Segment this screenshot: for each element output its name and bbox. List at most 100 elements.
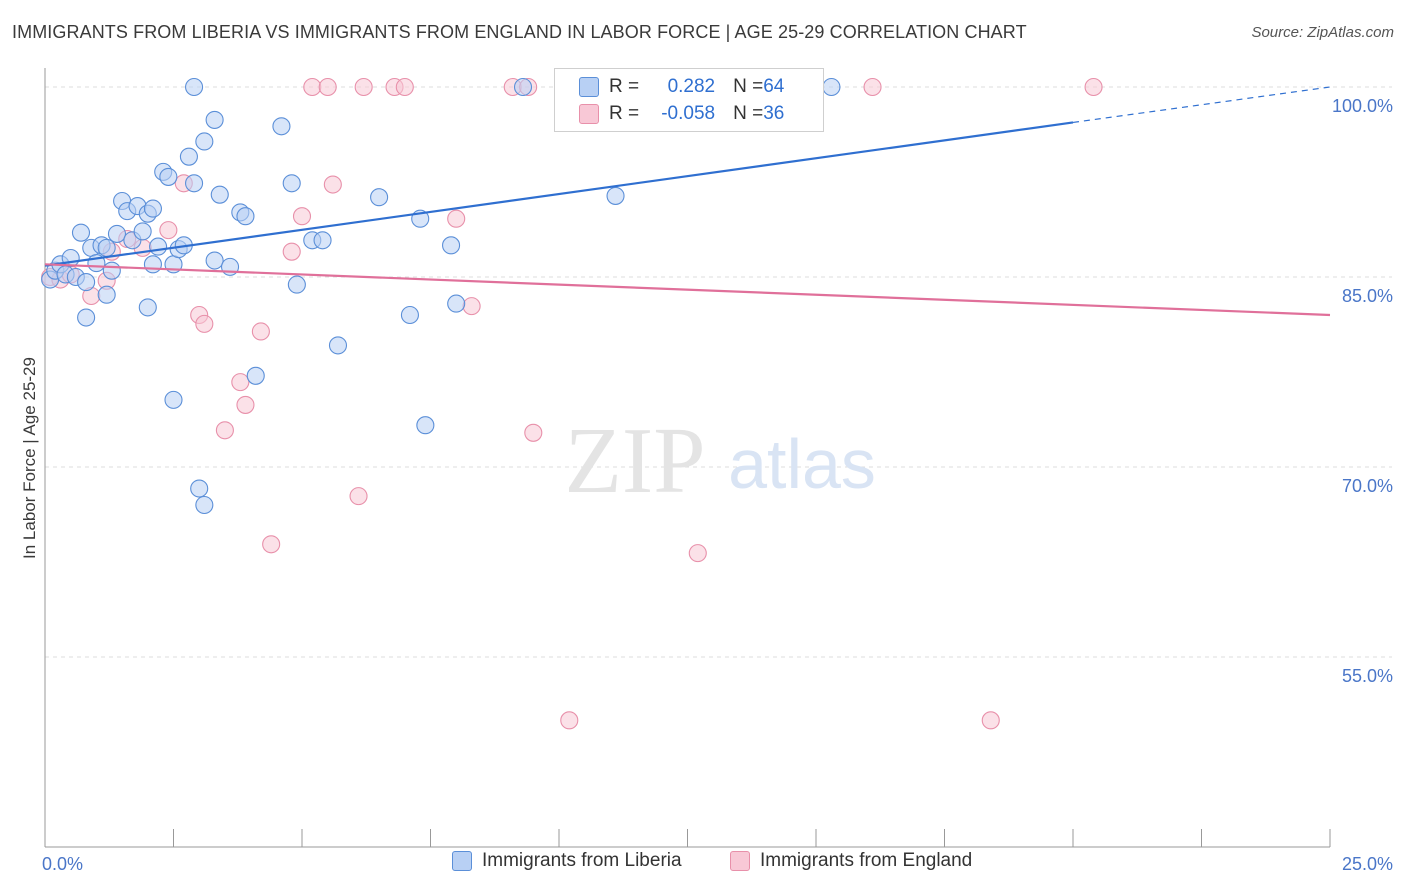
data-point bbox=[400, 305, 419, 325]
data-point bbox=[149, 237, 168, 256]
data-point bbox=[215, 421, 234, 440]
data-point bbox=[133, 222, 152, 241]
stats-n-label: N = bbox=[733, 103, 764, 124]
data-point bbox=[246, 366, 265, 385]
data-point bbox=[97, 238, 116, 257]
data-point bbox=[524, 423, 543, 442]
data-point bbox=[179, 147, 198, 166]
data-point bbox=[185, 174, 204, 193]
legend-swatch-england bbox=[730, 851, 750, 871]
data-point bbox=[292, 207, 312, 226]
stats-r-value: -0.058 bbox=[661, 103, 716, 124]
data-point bbox=[205, 110, 224, 129]
data-point bbox=[138, 298, 157, 317]
data-point bbox=[236, 395, 255, 414]
data-point bbox=[195, 314, 214, 333]
watermark-zip: ZIP bbox=[565, 409, 706, 513]
data-point bbox=[462, 297, 481, 316]
watermark-atlas: atlas bbox=[728, 425, 876, 503]
y-tick-label: 55.0% bbox=[1342, 666, 1393, 686]
trend-line-england bbox=[44, 263, 1331, 317]
data-point bbox=[282, 242, 301, 261]
data-point bbox=[328, 336, 348, 355]
stats-row-england: R = -0.058 N = 36 bbox=[555, 101, 784, 127]
data-point bbox=[71, 223, 91, 242]
y-tick-label: 70.0% bbox=[1342, 476, 1393, 496]
data-point bbox=[863, 77, 882, 97]
stats-swatch-england bbox=[579, 104, 599, 124]
y-axis-label: In Labor Force | Age 25-29 bbox=[20, 357, 39, 559]
data-point bbox=[77, 273, 96, 292]
data-point bbox=[251, 322, 270, 341]
legend-label-liberia: Immigrants from Liberia bbox=[482, 850, 682, 871]
data-point bbox=[323, 175, 342, 194]
data-point bbox=[190, 479, 209, 498]
data-point bbox=[210, 185, 229, 204]
stats-n-value: 36 bbox=[763, 103, 785, 124]
trend-line-liberia bbox=[44, 121, 1074, 267]
data-point bbox=[513, 77, 533, 97]
data-point bbox=[560, 711, 579, 730]
data-point bbox=[159, 221, 178, 240]
legend-swatch-liberia bbox=[452, 851, 472, 871]
x-tick-label: 0.0% bbox=[42, 854, 83, 874]
stats-r-value: 0.282 bbox=[667, 76, 716, 97]
data-point bbox=[77, 308, 96, 327]
data-point bbox=[318, 77, 337, 97]
data-point bbox=[107, 224, 127, 243]
data-point bbox=[195, 495, 214, 515]
source-label: Source: ZipAtlas.com bbox=[1251, 24, 1394, 41]
stats-n-value: 64 bbox=[763, 76, 785, 97]
stats-box: R = 0.282 N = 64 R = -0.058 N = 36 bbox=[554, 68, 824, 132]
data-point bbox=[159, 167, 178, 186]
data-point bbox=[822, 77, 841, 97]
stats-n-label: N = bbox=[733, 76, 764, 97]
stats-swatch-liberia bbox=[579, 77, 599, 97]
trend-lines bbox=[44, 86, 1331, 317]
data-point bbox=[303, 77, 322, 97]
data-point bbox=[236, 207, 255, 226]
data-point bbox=[1084, 77, 1103, 97]
data-point bbox=[442, 236, 461, 255]
data-point bbox=[143, 255, 162, 274]
data-point bbox=[370, 188, 389, 207]
data-point bbox=[395, 77, 414, 97]
data-point bbox=[313, 231, 332, 250]
data-point bbox=[195, 132, 214, 151]
trend-line-liberia-extension bbox=[1072, 86, 1331, 124]
data-point bbox=[185, 77, 204, 97]
data-point bbox=[143, 199, 162, 218]
data-point bbox=[981, 711, 1000, 730]
watermark: ZIP atlas bbox=[565, 409, 876, 513]
x-tick-labels: 0.0% 25.0% bbox=[42, 854, 1393, 874]
y-tick-label: 100.0% bbox=[1332, 96, 1393, 116]
legend-item-england[interactable]: Immigrants from England bbox=[730, 850, 972, 872]
data-point bbox=[102, 261, 121, 280]
data-point bbox=[349, 487, 368, 506]
data-point bbox=[447, 294, 466, 313]
data-point bbox=[606, 186, 625, 205]
data-point bbox=[205, 251, 224, 270]
series-liberia-points bbox=[41, 77, 841, 515]
legend-item-liberia[interactable]: Immigrants from Liberia bbox=[452, 850, 682, 872]
data-point bbox=[231, 373, 250, 392]
stats-row-liberia: R = 0.282 N = 64 bbox=[555, 74, 784, 100]
stats-r-label: R = bbox=[609, 103, 640, 124]
x-tick-label: 25.0% bbox=[1342, 854, 1393, 874]
series-england-points bbox=[41, 77, 1103, 730]
data-point bbox=[287, 275, 306, 294]
y-tick-label: 85.0% bbox=[1342, 286, 1393, 306]
data-point bbox=[272, 117, 291, 136]
data-point bbox=[282, 174, 301, 193]
data-point bbox=[447, 209, 466, 228]
chart-title: IMMIGRANTS FROM LIBERIA VS IMMIGRANTS FR… bbox=[12, 22, 1027, 42]
data-point bbox=[164, 390, 183, 409]
data-point bbox=[97, 285, 116, 304]
axes bbox=[44, 68, 1331, 848]
data-point bbox=[262, 535, 281, 554]
data-point bbox=[354, 77, 373, 97]
stats-r-label: R = bbox=[609, 76, 640, 97]
data-point bbox=[416, 416, 435, 435]
legend-label-england: Immigrants from England bbox=[760, 850, 973, 871]
